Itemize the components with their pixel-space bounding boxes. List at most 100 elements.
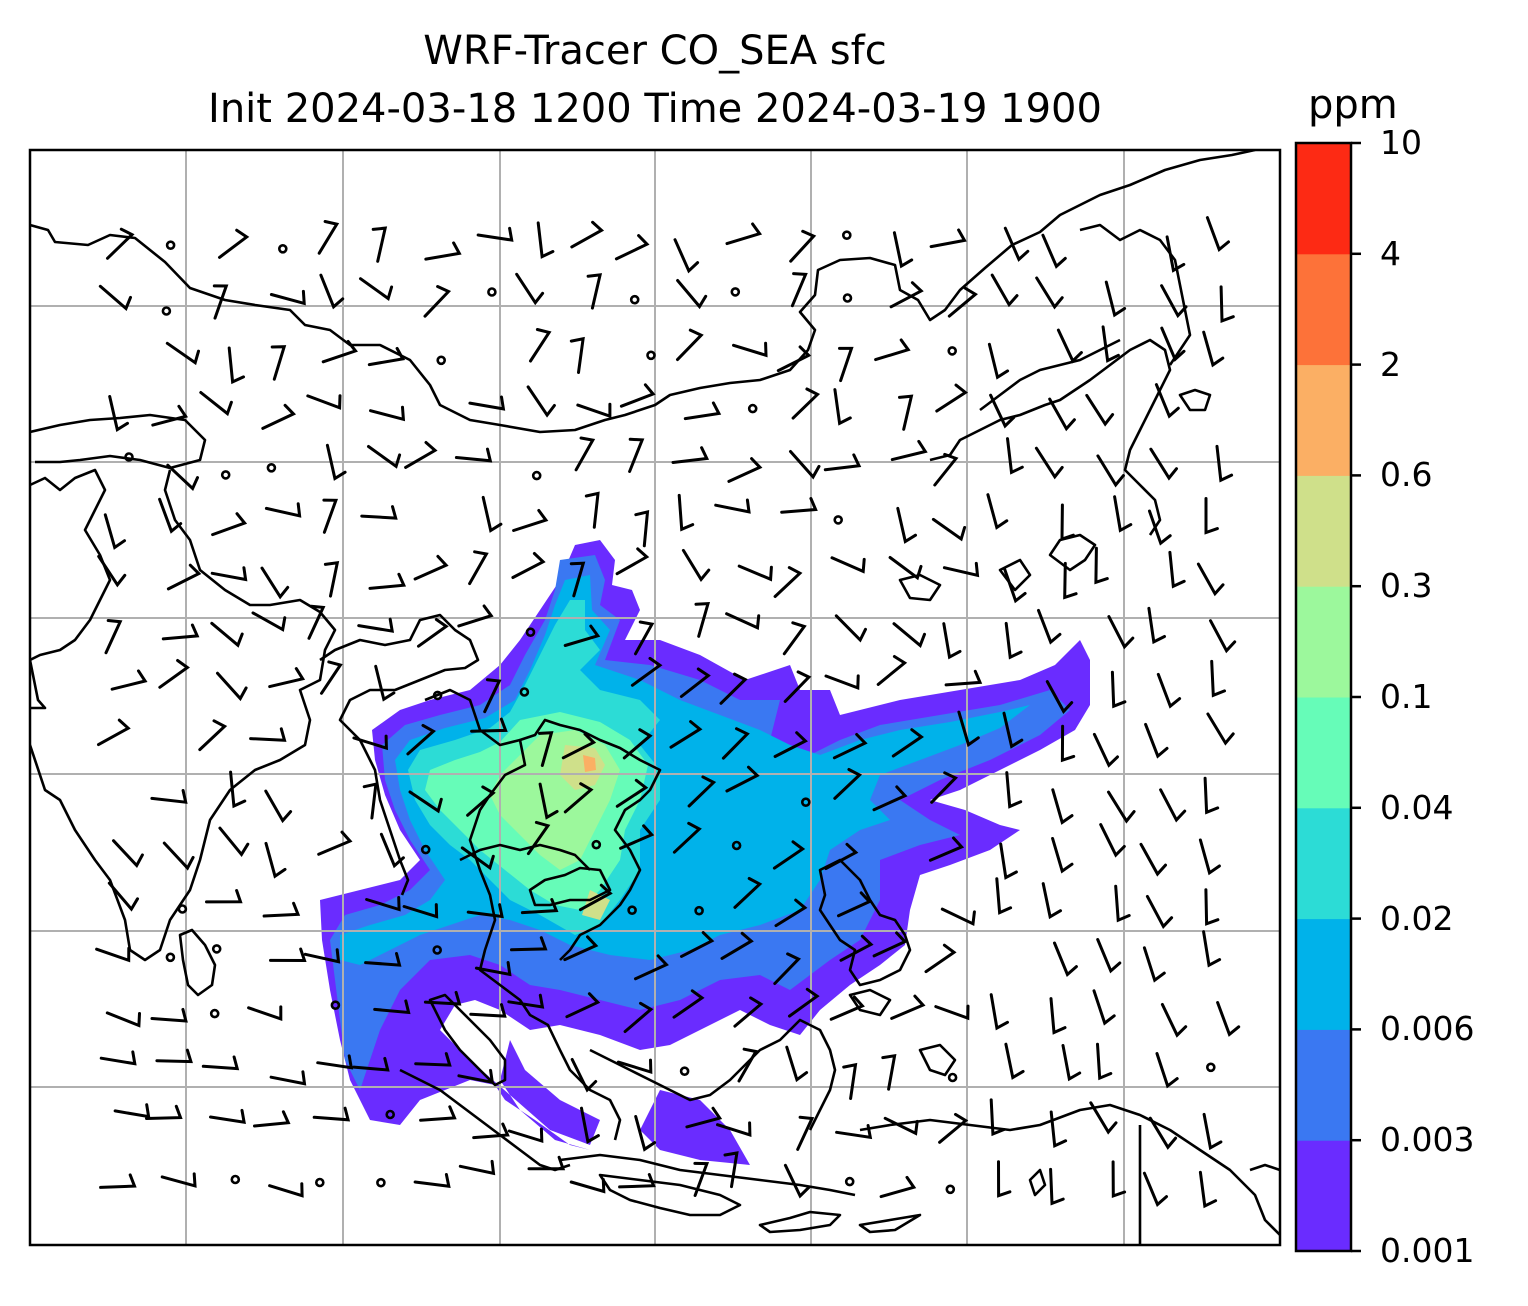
wind-barb xyxy=(307,604,326,640)
wind-barb xyxy=(413,1173,451,1189)
wind-barb xyxy=(773,731,808,758)
calm-marker xyxy=(833,515,844,525)
wind-barb xyxy=(373,999,411,1015)
wind-barb xyxy=(419,1105,457,1122)
wind-barb xyxy=(1202,330,1225,368)
wind-barb xyxy=(527,1155,566,1171)
wind-barb xyxy=(352,734,388,751)
wind-barb xyxy=(538,782,559,820)
wind-barb xyxy=(889,281,924,309)
calm-marker xyxy=(731,840,742,851)
wind-barb xyxy=(783,670,812,703)
wind-barb xyxy=(218,228,250,259)
wind-barb xyxy=(1155,1052,1179,1089)
wind-barb xyxy=(413,554,449,581)
wind-barb xyxy=(357,617,395,633)
calm-marker xyxy=(947,346,958,356)
wind-barb xyxy=(879,1175,917,1199)
tracer-field-orange xyxy=(583,755,596,772)
calm-marker xyxy=(747,403,758,414)
wind-barb xyxy=(1209,619,1237,654)
wind-barb xyxy=(924,943,957,974)
wind-barb xyxy=(106,227,135,260)
colorbar-band-4 xyxy=(1296,697,1351,809)
wind-barb xyxy=(833,388,852,426)
wind-barb xyxy=(474,961,512,977)
wind-barb xyxy=(1034,446,1064,480)
wind-barb xyxy=(367,445,402,469)
wind-barb xyxy=(796,1115,815,1151)
wind-barb xyxy=(536,221,555,259)
wind-barb xyxy=(872,785,908,812)
colorbar-tick-label: 2 xyxy=(1380,344,1401,384)
wind-barb xyxy=(628,437,645,473)
wind-barb xyxy=(210,621,244,648)
wind-barb xyxy=(935,383,968,413)
wind-barb xyxy=(892,231,914,269)
wind-barb xyxy=(1204,888,1220,926)
calm-marker xyxy=(591,839,602,850)
wind-barb xyxy=(929,228,967,249)
wind-barb xyxy=(634,954,669,981)
wind-barb xyxy=(569,1178,606,1194)
wind-barb xyxy=(693,1161,710,1197)
wind-barb xyxy=(874,338,911,362)
wind-barb xyxy=(938,1112,969,1144)
wind-barb xyxy=(251,611,287,632)
colorbar-band-6 xyxy=(1296,475,1351,587)
calm-marker xyxy=(531,470,542,481)
wind-barb xyxy=(772,840,806,870)
colorbar-unit-label: ppm xyxy=(1308,82,1398,128)
wind-barb xyxy=(472,1122,510,1140)
wind-barb xyxy=(565,992,601,1019)
wind-barb xyxy=(359,277,394,301)
wind-barb xyxy=(622,728,653,760)
wind-barb xyxy=(1004,621,1023,660)
wind-barb xyxy=(1104,280,1127,318)
wind-barb xyxy=(676,328,704,362)
wind-barb xyxy=(1056,328,1083,364)
wind-barb xyxy=(107,881,139,912)
wind-barb xyxy=(507,993,545,1009)
wind-barb xyxy=(687,775,717,808)
wind-barb xyxy=(1196,562,1225,597)
wind-barb xyxy=(457,1068,495,1085)
wind-barb xyxy=(306,394,342,410)
wind-barb xyxy=(989,993,1009,1031)
wind-barb xyxy=(476,226,514,242)
wind-barb xyxy=(312,1106,351,1122)
calm-marker xyxy=(330,1000,341,1011)
wind-barb xyxy=(105,1011,141,1028)
wind-barb xyxy=(883,1116,919,1136)
wind-barb xyxy=(997,1160,1012,1198)
wind-barbs xyxy=(95,216,1241,1209)
wind-barb xyxy=(872,931,908,958)
colorbar-band-9 xyxy=(1296,143,1351,255)
wind-barb xyxy=(212,284,229,320)
wind-barb xyxy=(584,491,600,529)
wind-barb xyxy=(944,669,983,687)
wind-barb xyxy=(824,842,859,870)
wind-barb xyxy=(942,622,962,660)
wind-barb xyxy=(623,1001,654,1033)
wind-barb xyxy=(1142,946,1166,983)
wind-barb xyxy=(1216,1001,1241,1037)
wind-barb xyxy=(218,826,250,857)
wind-barb xyxy=(155,1048,193,1064)
calm-marker xyxy=(230,1174,241,1185)
wind-barb xyxy=(785,1045,809,1083)
wind-barb xyxy=(790,272,808,308)
wind-barb xyxy=(1003,567,1027,604)
map-title-line-2: Init 2024-03-18 1200 Time 2024-03-19 190… xyxy=(208,86,1102,132)
wind-barb xyxy=(773,952,802,985)
wind-barb xyxy=(788,987,820,1018)
calm-marker xyxy=(266,462,277,473)
wind-barb xyxy=(1107,790,1136,824)
wind-barb xyxy=(669,720,703,749)
wind-barb xyxy=(563,782,594,814)
wind-barb xyxy=(1156,672,1182,709)
wind-barb xyxy=(468,550,489,586)
wind-barb xyxy=(160,1172,197,1188)
wind-barb xyxy=(1053,941,1078,978)
